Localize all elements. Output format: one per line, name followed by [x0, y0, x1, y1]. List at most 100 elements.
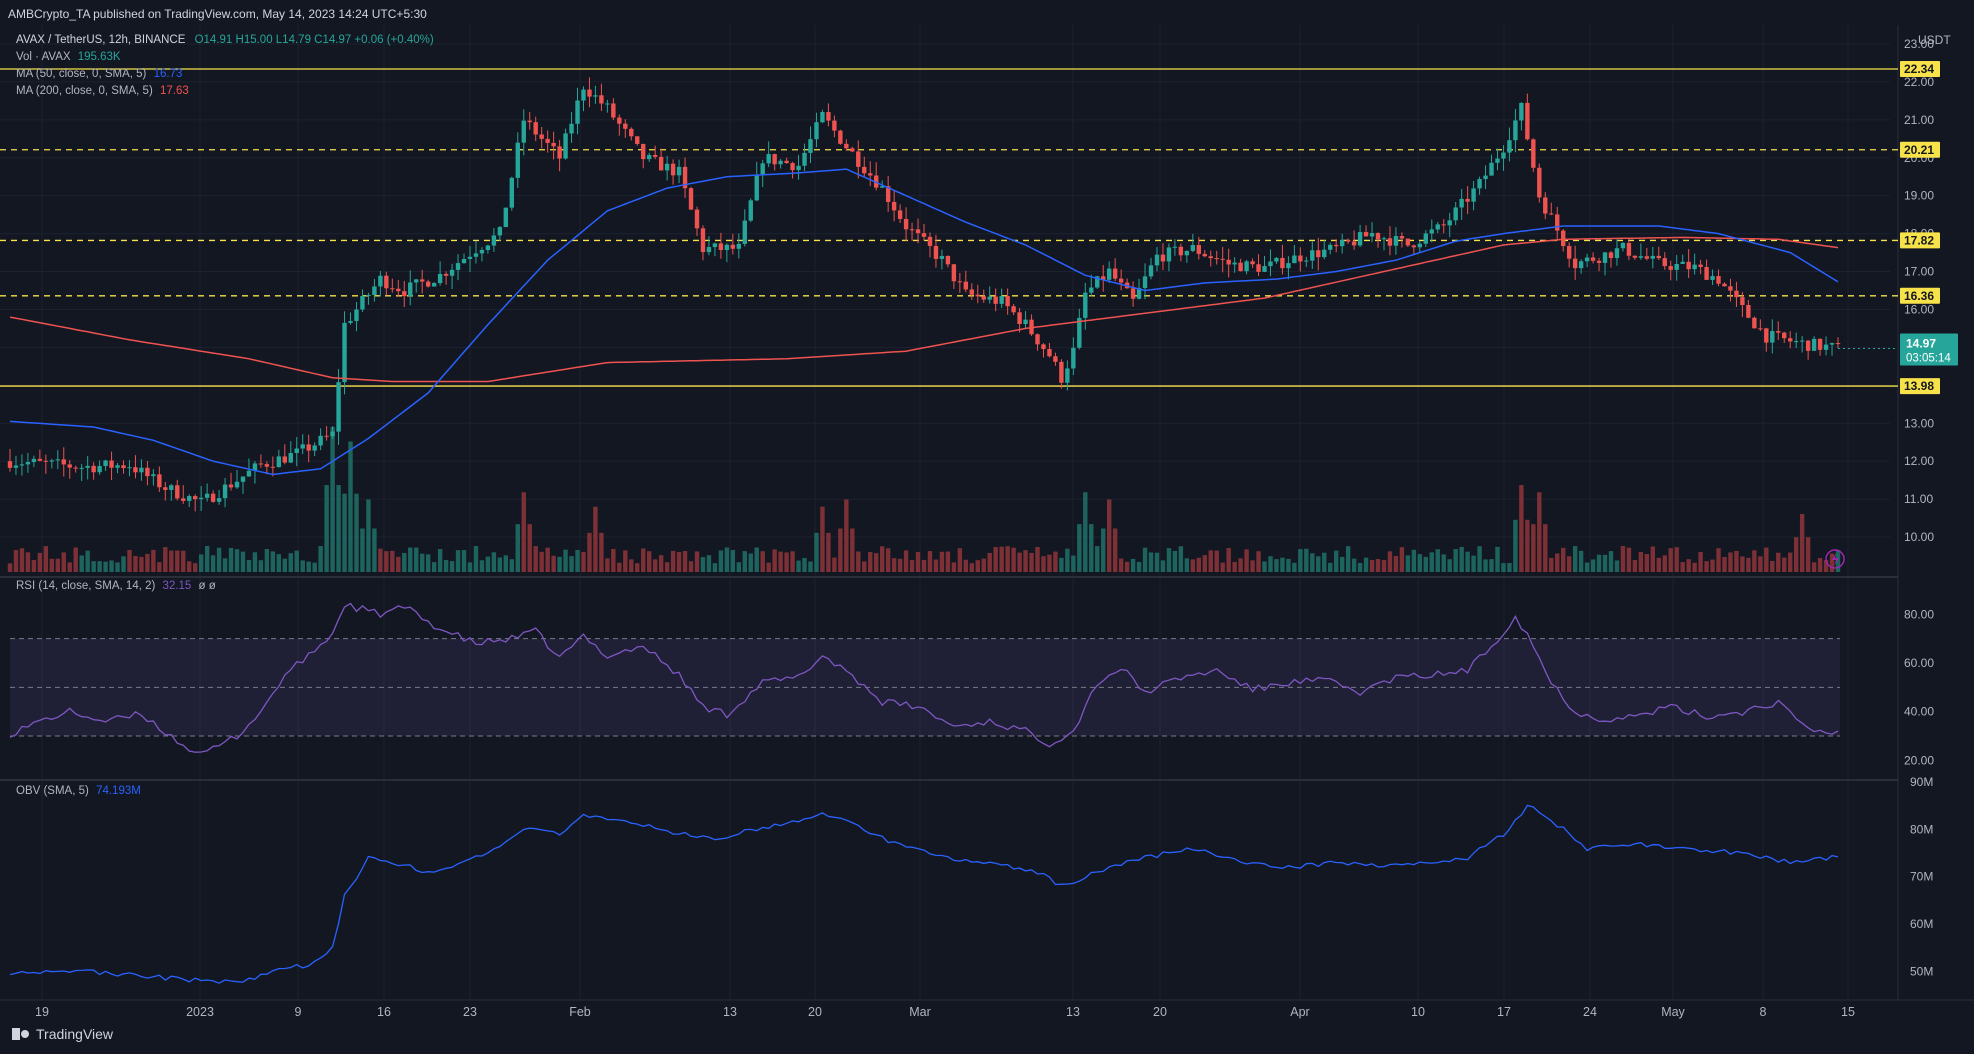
volume-bar — [730, 549, 736, 572]
volume-bar — [1704, 561, 1709, 572]
volume-bar — [951, 562, 957, 572]
candle-body — [1728, 286, 1733, 291]
horizontal-levels — [0, 68, 1898, 387]
candle-body — [485, 245, 491, 251]
candle-body — [712, 243, 718, 248]
candle-body — [1572, 258, 1578, 269]
volume-bar — [611, 548, 616, 572]
candle-body — [1357, 232, 1363, 246]
candle-body — [1112, 268, 1118, 279]
candle-body — [581, 89, 586, 101]
volume-bar — [1459, 546, 1464, 572]
ma200-legend[interactable]: MA (200, close, 0, SMA, 5) 17.63 — [16, 85, 189, 97]
volume-bar — [1023, 550, 1028, 572]
volume-bar — [222, 558, 228, 572]
volume-bar — [449, 561, 455, 572]
candle-body — [1644, 256, 1650, 259]
price-tick-label: 19.00 — [1904, 189, 1934, 203]
volume-bar — [1417, 554, 1423, 572]
candle-body — [109, 460, 114, 468]
volume-bar — [1393, 555, 1399, 572]
candle-body — [449, 269, 455, 276]
volume-bar — [987, 552, 992, 572]
volume-bar — [658, 555, 664, 572]
volume-bar — [1250, 560, 1255, 572]
candle-body — [784, 160, 789, 164]
candle-body — [1393, 236, 1399, 246]
volume-bar — [1650, 546, 1656, 572]
obv-legend[interactable]: OBV (SMA, 5) 74.193M — [16, 785, 141, 797]
candle-body — [1704, 267, 1709, 280]
volume-bar — [396, 556, 401, 572]
volume-bar — [521, 492, 526, 572]
candle-body — [754, 174, 759, 201]
volume-bar — [318, 546, 323, 572]
lightning-ring — [1825, 549, 1845, 569]
last-price-text: 14.97 — [1906, 337, 1936, 351]
volume-bar — [324, 485, 329, 572]
candle-body — [670, 163, 676, 176]
time-tick-label: Feb — [569, 1005, 591, 1019]
volume-bar — [437, 549, 443, 572]
volume-bar — [1405, 555, 1411, 572]
volume-bar — [945, 551, 951, 572]
candle-body — [294, 448, 299, 453]
volume-bar — [1304, 548, 1309, 572]
candle-body — [467, 256, 473, 259]
candle-body — [617, 117, 622, 124]
level-price-tag — [1900, 232, 1940, 249]
volume-bar — [1011, 547, 1016, 572]
volume-bar — [151, 549, 156, 572]
volume-bar — [264, 549, 270, 572]
candle-body — [1447, 220, 1452, 226]
candle-body — [1596, 260, 1602, 263]
candle-body — [1507, 140, 1512, 153]
volume-bar — [258, 560, 264, 572]
volume-bar — [1823, 560, 1829, 572]
volume-bar — [181, 550, 186, 572]
tradingview-brand[interactable]: TradingView — [12, 1026, 113, 1042]
candle-body — [1531, 139, 1536, 168]
candle-body — [431, 283, 437, 287]
rsi-legend[interactable]: RSI (14, close, SMA, 14, 2) 32.15 ø ø — [16, 580, 216, 592]
volume-bar — [1429, 552, 1434, 572]
candle-body — [1722, 283, 1727, 287]
time-tick-label: 15 — [1841, 1005, 1855, 1019]
volume-bar — [700, 557, 706, 572]
candle-body — [1047, 349, 1052, 357]
candle-body — [1537, 167, 1542, 198]
volume-bar — [109, 560, 114, 572]
candle-body — [1477, 179, 1482, 189]
volume-legend[interactable]: Vol · AVAX 195.63K — [16, 51, 121, 63]
volume-bar — [1662, 555, 1667, 572]
candle-body — [1435, 224, 1440, 230]
candle-body — [282, 456, 287, 463]
volume-bar — [868, 552, 873, 572]
candle-body — [1041, 344, 1046, 350]
candle-body — [97, 466, 102, 473]
volume-bar — [635, 563, 640, 572]
candle-body — [1489, 162, 1494, 176]
volume-bar — [1764, 547, 1769, 572]
time-tick-label: 13 — [1066, 1005, 1080, 1019]
volume-bar — [736, 562, 742, 572]
volume-bar — [163, 547, 168, 572]
candle-body — [1172, 246, 1178, 248]
ma50-legend[interactable]: MA (50, close, 0, SMA, 5) 16.73 — [16, 68, 182, 80]
candle-body — [981, 296, 986, 300]
time-tick-label: 9 — [295, 1005, 302, 1019]
volume-bar — [575, 549, 580, 572]
candle-body — [641, 143, 646, 160]
volume-bar — [1172, 550, 1178, 572]
candle-body — [1782, 332, 1787, 339]
obv-pane — [9, 804, 1839, 984]
volume-bar — [1561, 547, 1566, 572]
volume-bar — [1017, 552, 1022, 572]
volume-bar — [1531, 524, 1536, 572]
candle-body — [826, 112, 831, 121]
candle-body — [115, 465, 120, 468]
volume-bar — [933, 559, 939, 572]
volume-bar — [1728, 552, 1733, 572]
volume-bar — [1734, 550, 1739, 572]
